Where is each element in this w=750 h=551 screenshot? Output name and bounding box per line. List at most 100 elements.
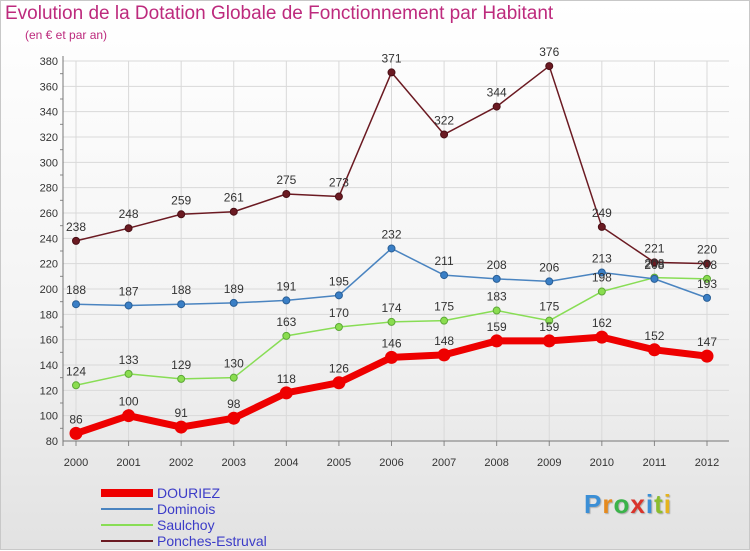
- y-tick-label: 240: [40, 233, 58, 245]
- data-point: [229, 207, 238, 216]
- y-tick-label: 120: [40, 385, 58, 397]
- y-tick-label: 260: [40, 208, 58, 220]
- legend-swatch: [101, 508, 153, 510]
- y-tick-label: 340: [40, 107, 58, 119]
- data-label: 220: [697, 243, 717, 257]
- data-label: 208: [644, 257, 664, 271]
- data-label: 206: [539, 260, 559, 274]
- data-label: 238: [66, 220, 86, 234]
- data-label: 152: [644, 329, 664, 343]
- y-tick-label: 100: [40, 411, 58, 423]
- data-point: [650, 274, 659, 283]
- data-label: 170: [329, 306, 349, 320]
- data-label: 188: [171, 283, 191, 297]
- data-label: 195: [329, 274, 349, 288]
- data-label: 208: [644, 258, 664, 272]
- data-label: 259: [171, 193, 191, 207]
- data-label: 124: [66, 364, 86, 378]
- data-point: [334, 192, 343, 201]
- data-label: 221: [644, 241, 664, 255]
- data-point: [492, 306, 501, 315]
- data-label: 126: [329, 362, 349, 376]
- data-label: 187: [119, 284, 139, 298]
- legend-swatch: [101, 540, 153, 542]
- data-label: 208: [697, 258, 717, 272]
- chart-title: Evolution de la Dotation Globale de Fonc…: [5, 3, 554, 24]
- data-point: [72, 381, 80, 390]
- data-label: 213: [592, 252, 612, 266]
- y-tick-label: 140: [40, 360, 58, 372]
- data-label: 376: [539, 45, 559, 59]
- data-point: [437, 348, 451, 362]
- axes: 80 100 120 140 160 180 200 220 240 260 280 300 320 34…: [40, 56, 729, 469]
- data-point: [545, 277, 554, 286]
- data-label: 159: [539, 320, 559, 334]
- data-point: [385, 350, 398, 364]
- data-point: [229, 373, 238, 382]
- data-label: 133: [119, 353, 139, 367]
- data-point: [387, 68, 396, 77]
- x-tick-label: 2001: [116, 457, 140, 469]
- legend-item: Ponches-Estruval: [101, 533, 321, 549]
- x-tick-label: 2004: [274, 457, 298, 469]
- data-point: [703, 293, 711, 302]
- data-label: 174: [381, 301, 401, 315]
- grid: [63, 60, 729, 442]
- data-point: [597, 268, 606, 277]
- data-point: [124, 301, 133, 310]
- data-label: 130: [224, 357, 244, 371]
- x-tick-label: 2005: [327, 457, 351, 469]
- chart-subtitle: (en € et par an): [25, 28, 108, 42]
- data-label: 248: [119, 207, 139, 221]
- x-tick-label: 2002: [169, 457, 193, 469]
- x-tick-label: 2006: [379, 457, 403, 469]
- data-point: [227, 411, 241, 425]
- data-point: [440, 316, 449, 325]
- data-point: [595, 330, 609, 344]
- data-point: [72, 236, 80, 245]
- data-label: 183: [487, 290, 507, 304]
- data-point: [647, 343, 661, 357]
- data-point: [282, 190, 291, 198]
- data-label: 193: [697, 277, 717, 291]
- data-label: 273: [329, 176, 349, 190]
- legend-item: Dominois: [101, 501, 321, 517]
- data-point: [69, 426, 83, 440]
- data-point: [700, 349, 714, 363]
- data-label: 147: [697, 335, 717, 349]
- data-label: 198: [592, 271, 612, 285]
- data-point: [492, 102, 501, 111]
- data-label: 189: [224, 282, 244, 296]
- data-point: [124, 224, 133, 233]
- data-label: 118: [277, 372, 296, 386]
- data-point: [387, 317, 396, 326]
- data-label: 344: [487, 86, 507, 100]
- y-tick-label: 80: [46, 436, 58, 448]
- data-point: [334, 291, 343, 300]
- legend-label: Ponches-Estruval: [157, 533, 267, 549]
- x-tick-label: 2008: [484, 457, 508, 469]
- legend-item: DOURIEZ: [101, 485, 321, 501]
- y-tick-label: 160: [40, 335, 58, 347]
- y-tick-label: 200: [40, 284, 58, 296]
- data-point: [440, 130, 449, 139]
- data-point: [545, 62, 554, 71]
- data-label: 191: [276, 279, 296, 293]
- data-labels: 86 100 91 98 118 126 146 148 159 159 162 152 147 188 1…: [66, 45, 717, 426]
- data-point: [542, 334, 556, 348]
- data-label: 162: [592, 316, 612, 330]
- data-label: 261: [224, 191, 244, 205]
- data-label: 371: [381, 51, 401, 65]
- data-label: 129: [171, 358, 191, 372]
- data-point: [332, 376, 346, 390]
- data-label: 322: [434, 113, 454, 127]
- x-tick-label: 2000: [64, 457, 88, 469]
- x-tick-label: 2011: [643, 457, 667, 469]
- series-lines: [69, 62, 714, 440]
- data-label: 188: [66, 283, 86, 297]
- data-point: [334, 323, 343, 331]
- data-point: [545, 316, 554, 325]
- data-point: [387, 244, 396, 253]
- x-tick-label: 2009: [537, 457, 561, 469]
